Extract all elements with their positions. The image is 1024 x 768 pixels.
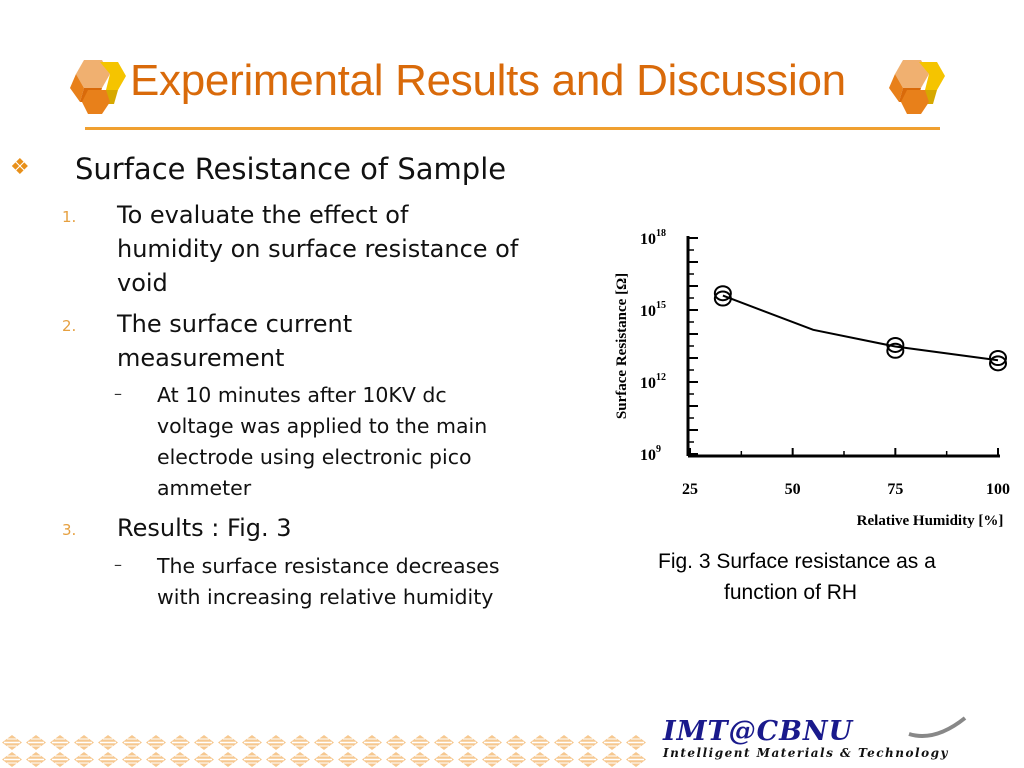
logo-swoosh-icon	[908, 716, 967, 738]
item-number-1: 1.	[62, 208, 77, 226]
bullet-diamond-icon: ❖	[10, 155, 30, 180]
footer-pattern	[0, 734, 650, 768]
y-tick-label: 1018	[640, 228, 666, 248]
logo-text: IMT@CBNU	[663, 716, 854, 747]
sub-bullet-dash: –	[114, 555, 122, 574]
chart-series	[713, 285, 1007, 372]
x-ticks: 25 50 75 100	[682, 448, 1010, 498]
right-cube-icon	[889, 60, 945, 114]
surface-resistance-chart: 109 1012 1015 1018 25 50 75 100 Surface Resist…	[614, 228, 1010, 529]
list-item-3: Results : Fig. 3	[117, 511, 292, 545]
y-axis-label: Surface Resistance [Ω]	[614, 273, 630, 419]
data-point	[713, 290, 732, 307]
data-point	[989, 350, 1007, 366]
x-tick-label: 100	[986, 481, 1010, 498]
logo-tagline: Intelligent Materials & Technology	[663, 746, 949, 760]
list-item-line: void	[117, 269, 168, 297]
section-heading: Surface Resistance of Sample	[75, 152, 507, 186]
sub-item-line: with increasing relative humidity	[157, 585, 494, 609]
y-tick-label: 1012	[640, 372, 666, 392]
series-line	[722, 294, 999, 362]
x-tick-label: 50	[785, 481, 801, 498]
data-point	[713, 285, 732, 302]
y-ticks: 109 1012 1015 1018	[640, 228, 698, 464]
list-item-line: humidity on surface resistance of	[117, 235, 519, 263]
list-item-line: To evaluate the effect of	[117, 201, 409, 229]
x-tick-label: 25	[682, 481, 698, 498]
y-tick-label: 109	[640, 444, 661, 464]
title-underline	[85, 127, 940, 130]
x-axis-label: Relative Humidity [%]	[857, 513, 1004, 529]
caption-line-1: Fig. 3 Surface resistance as a	[658, 550, 936, 573]
item-number-3: 3.	[62, 521, 77, 539]
list-item-1: To evaluate the effect of humidity on su…	[117, 198, 518, 300]
sub-item-2: At 10 minutes after 10KV dc voltage was …	[157, 380, 487, 504]
list-item-line: The surface current	[117, 310, 353, 338]
x-tick-label: 75	[887, 481, 903, 498]
data-point	[886, 336, 905, 353]
sub-item-line: voltage was applied to the main	[157, 414, 488, 438]
sub-item-line: At 10 minutes after 10KV dc	[157, 383, 447, 407]
sub-bullet-dash: –	[114, 384, 122, 403]
data-point	[989, 355, 1007, 372]
item-number-2: 2.	[62, 317, 77, 335]
list-item-line: Results : Fig. 3	[117, 514, 292, 542]
sub-item-line: The surface resistance decreases	[157, 554, 500, 578]
data-point	[886, 342, 905, 359]
left-cube-icon	[70, 60, 126, 114]
list-item-line: measurement	[117, 344, 285, 372]
y-tick-label: 1015	[640, 300, 666, 320]
imt-cbnu-logo: IMT@CBNU Intelligent Materials & Technol…	[655, 712, 995, 768]
sub-item-3: The surface resistance decreases with in…	[157, 551, 500, 613]
chart-axes	[686, 236, 1000, 458]
sub-item-line: electrode using electronic pico	[157, 445, 472, 469]
list-item-2: The surface current measurement	[117, 307, 352, 375]
sub-item-line: ammeter	[157, 476, 252, 500]
caption-line-2: function of RH	[724, 581, 858, 604]
figure-caption: Fig. 3 Surface resistance as a function …	[630, 546, 1024, 608]
page-title: Experimental Results and Discussion	[130, 56, 846, 105]
